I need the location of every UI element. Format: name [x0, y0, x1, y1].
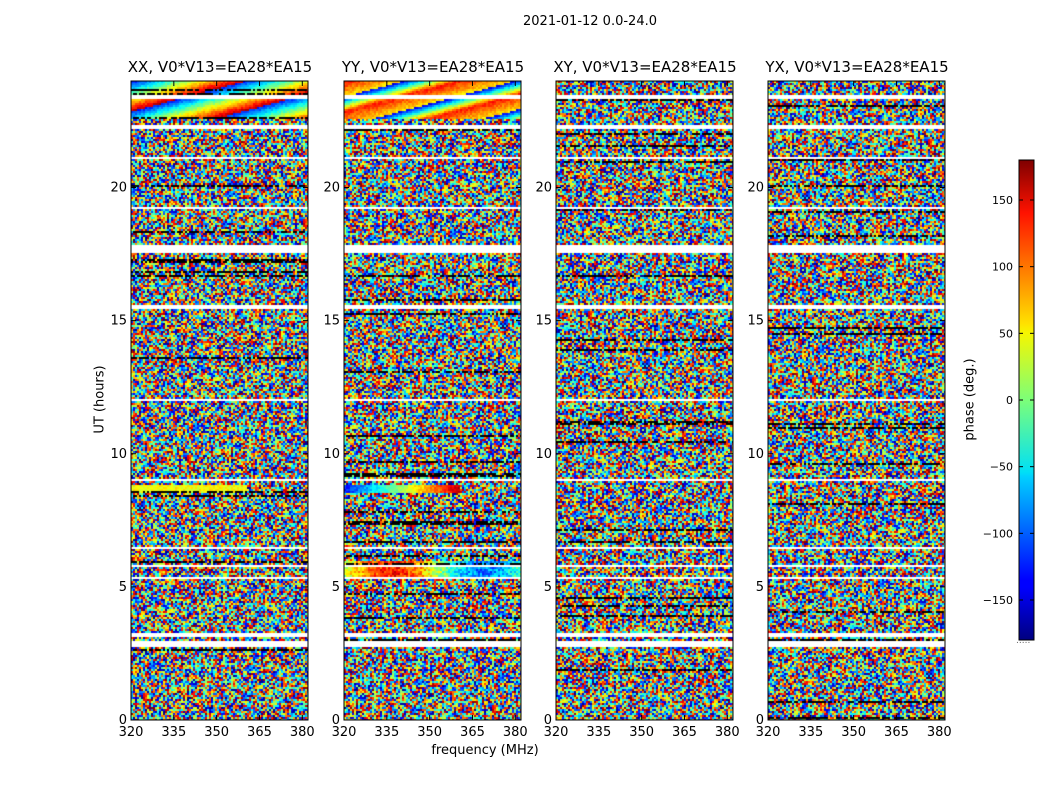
x-tick-label: 380	[927, 725, 952, 740]
heatmap-panel-yy: 320 335 350 365 380 0 5 10 15 20	[323, 80, 528, 740]
x-tick-label: 335	[798, 725, 823, 740]
x-tick-label: 365	[247, 725, 272, 740]
colorbar: 150 100 50 0 −50 −100 −150	[983, 159, 1035, 641]
colorbar-extra-label: .....	[1016, 636, 1031, 646]
y-tick-label: 10	[535, 447, 552, 462]
y-tick-label: 0	[332, 713, 340, 728]
panel-frame	[555, 80, 734, 721]
x-tick-label: 350	[841, 725, 866, 740]
heatmap-image-yx	[768, 81, 945, 720]
x-tick-label: 320	[756, 725, 781, 740]
heatmap-image-xy	[556, 81, 733, 720]
y-tick-label: 20	[747, 181, 764, 196]
x-tick-label: 380	[503, 725, 528, 740]
colorbar-label: phase (deg.)	[962, 358, 978, 441]
y-tick-label: 0	[119, 713, 127, 728]
y-axis-label: UT (hours)	[92, 365, 108, 434]
panel-frame	[130, 80, 309, 721]
y-tick-label: 20	[535, 181, 552, 196]
x-tick-label: 365	[672, 725, 697, 740]
x-tick-label: 380	[715, 725, 740, 740]
colorbar-tick-label: 50	[999, 327, 1013, 340]
heatmap-image-yy	[344, 81, 521, 720]
x-tick-label: 350	[204, 725, 229, 740]
panel-frame	[767, 80, 946, 721]
heatmap-panel-xx: 320 335 350 365 380 0 5 10 15 20	[110, 80, 315, 740]
colorbar-tick-label: −50	[990, 461, 1013, 474]
y-tick-label: 10	[323, 447, 340, 462]
y-tick-label: 0	[544, 713, 552, 728]
heatmap-panel-yx: 320 335 350 365 380 0 5 10 15 20	[747, 80, 952, 740]
x-tick-label: 350	[629, 725, 654, 740]
x-tick-label: 335	[586, 725, 611, 740]
y-tick-label: 10	[110, 447, 127, 462]
x-tick-label: 335	[161, 725, 186, 740]
panel-frame	[343, 80, 522, 721]
y-tick-label: 5	[332, 580, 340, 595]
y-tick-label: 20	[323, 181, 340, 196]
x-tick-label: 335	[374, 725, 399, 740]
y-tick-label: 5	[544, 580, 552, 595]
x-tick-label: 320	[119, 725, 144, 740]
panel-title-xx: XX, V0*V13=EA28*EA15	[127, 58, 313, 76]
x-tick-label: 320	[544, 725, 569, 740]
colorbar-tick-label: 100	[992, 261, 1013, 274]
y-tick-label: 15	[110, 314, 127, 329]
panel-title-xy: XY, V0*V13=EA28*EA15	[553, 58, 737, 76]
x-tick-label: 365	[884, 725, 909, 740]
x-tick-label: 350	[417, 725, 442, 740]
y-tick-label: 5	[119, 580, 127, 595]
y-tick-label: 10	[747, 447, 764, 462]
y-tick-label: 20	[110, 181, 127, 196]
y-tick-label: 15	[747, 314, 764, 329]
heatmap-panel-xy: 320 335 350 365 380 0 5 10 15 20	[535, 80, 740, 740]
x-tick-label: 320	[332, 725, 357, 740]
heatmap-image-xx	[131, 81, 308, 720]
x-tick-label: 380	[290, 725, 315, 740]
y-tick-label: 0	[756, 713, 764, 728]
colorbar-tick-label: −150	[983, 594, 1013, 607]
x-axis-label: frequency (MHz)	[431, 743, 539, 758]
colorbar-tick-label: −100	[983, 527, 1013, 540]
x-tick-label: 365	[460, 725, 485, 740]
y-tick-label: 15	[323, 314, 340, 329]
y-tick-label: 15	[535, 314, 552, 329]
colorbar-tick-label: 150	[992, 194, 1013, 207]
colorbar-tick-label: 0	[1006, 394, 1013, 407]
y-tick-label: 5	[756, 580, 764, 595]
panel-title-yy: YY, V0*V13=EA28*EA15	[341, 58, 525, 76]
panel-title-yx: YX, V0*V13=EA28*EA15	[765, 58, 949, 76]
figure-title: 2021-01-12 0.0-24.0	[523, 14, 657, 29]
